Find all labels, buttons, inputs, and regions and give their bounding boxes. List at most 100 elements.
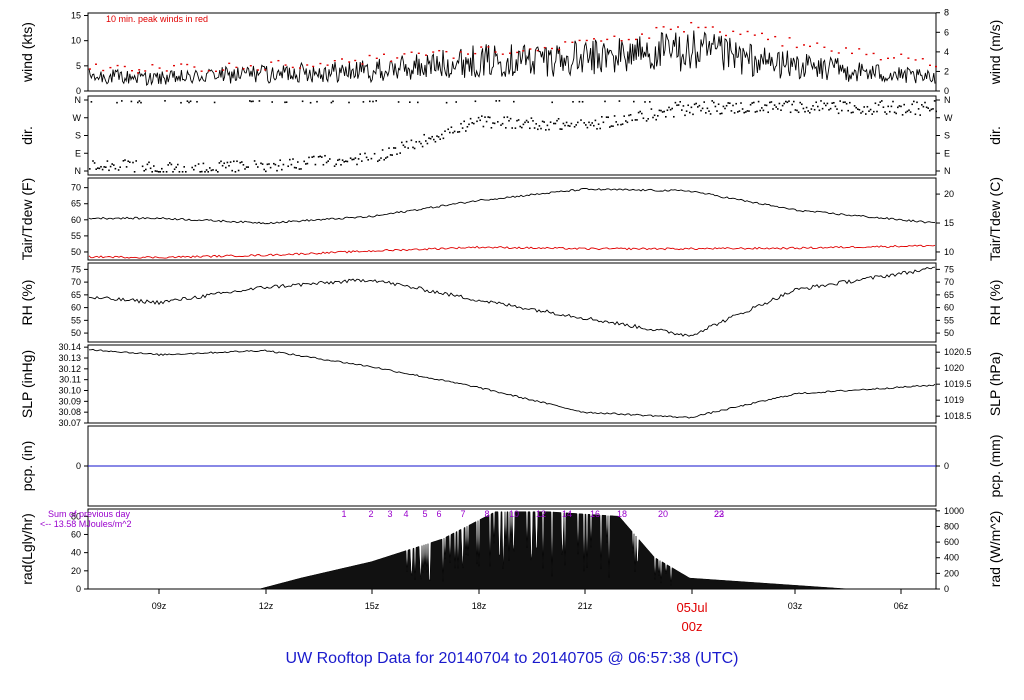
y-axis-label: pcp. (in) (19, 441, 35, 492)
rad-hour-label: 3 (387, 509, 392, 519)
dir-point (301, 100, 304, 103)
wind-peak-point (935, 65, 937, 68)
dir-point (605, 116, 608, 118)
dir-point (519, 125, 521, 128)
wind-peak-point (222, 69, 225, 71)
dir-point (405, 140, 408, 143)
wind-peak-point (823, 46, 826, 48)
dir-point (311, 156, 313, 158)
dir-point (884, 111, 886, 113)
ytick-right-label: 1020 (944, 363, 964, 373)
dir-point (341, 159, 344, 161)
wind-peak-point (403, 53, 406, 55)
dir-point (353, 158, 355, 161)
dir-point (146, 163, 149, 166)
dir-point (183, 166, 185, 168)
dir-point (215, 169, 217, 172)
dir-point (346, 160, 349, 163)
rad-hour-label: 5 (422, 509, 427, 519)
dir-point (559, 128, 561, 130)
dir-point (781, 104, 784, 107)
dir-point (249, 100, 251, 102)
dir-point (300, 168, 302, 170)
dir-point (685, 110, 688, 112)
wind-peak-point (564, 41, 567, 43)
y-axis-label: Tair/Tdew (F) (19, 178, 35, 260)
wind-peak-point (887, 57, 889, 60)
dir-point (577, 121, 579, 124)
dir-point (761, 107, 763, 109)
dir-point (223, 162, 225, 165)
dir-point (165, 171, 168, 173)
dir-point (345, 160, 347, 163)
dir-point (257, 166, 259, 168)
dir-point (666, 109, 669, 112)
wind-peak-point (326, 64, 329, 66)
dir-point (772, 108, 774, 110)
dir-point (562, 122, 565, 125)
panel-1: 0 5 10 15 0 2 4 6 8 wind (kts) wind (m/s) 10 min. p… (19, 8, 1003, 96)
dir-point (233, 160, 235, 163)
dir-point (935, 110, 937, 113)
dir-point (289, 158, 291, 161)
dir-point (124, 159, 126, 161)
dir-point (849, 101, 851, 104)
dir-point (799, 101, 801, 104)
ytick-right-label: 2 (944, 66, 949, 76)
dir-point (332, 100, 334, 103)
y-axis-label-right: rad (W/m^2) (987, 511, 1003, 588)
wind-peak-point (284, 64, 287, 66)
rad-hour-label: 12 (536, 509, 546, 519)
wind-peak-point (480, 46, 483, 48)
panel-5: 30.0730.0830.0930.1030.1130.1230.1330.14… (19, 342, 1003, 428)
dir-point (757, 100, 760, 103)
dir-point (847, 109, 849, 112)
dir-point (749, 103, 752, 106)
slp-line (89, 348, 936, 419)
ytick-label: 30.11 (59, 375, 81, 385)
dir-point (298, 168, 301, 170)
dir-point (337, 159, 339, 162)
ytick-label: W (73, 113, 82, 123)
wind-peak-point (333, 59, 336, 62)
dir-point (602, 121, 605, 124)
dir-point (381, 149, 384, 151)
dir-point (601, 116, 603, 118)
dir-point (572, 100, 574, 103)
dir-point (815, 101, 817, 104)
dir-point (511, 127, 513, 129)
dir-point (93, 162, 96, 164)
dir-point (135, 160, 137, 162)
dir-point (423, 133, 425, 136)
dir-point (245, 166, 248, 168)
wind-peak-point (753, 34, 756, 36)
dir-point (561, 128, 563, 130)
rh-line (88, 266, 936, 337)
dir-point (743, 111, 745, 114)
rad-hour-label: 18 (617, 509, 627, 519)
dir-point (684, 114, 686, 117)
wind-peak-point (816, 42, 819, 44)
xtick-label: 15z (365, 601, 380, 611)
dir-point (389, 154, 392, 156)
dir-point (868, 110, 870, 112)
radiation-area (88, 511, 936, 590)
dir-point (698, 104, 701, 107)
ytick-label: 20 (71, 566, 81, 576)
dir-point (321, 156, 323, 158)
wind-peak-point (655, 26, 658, 29)
dir-point (397, 101, 400, 103)
wind-peak-point (865, 53, 868, 56)
dir-point (725, 104, 728, 107)
dir-point (218, 162, 221, 164)
dir-point (169, 162, 171, 164)
ytick-right-label: N (944, 166, 951, 176)
y-axis-label: RH (%) (19, 280, 35, 326)
wind-peak-point (893, 57, 895, 59)
wind-peak-point (501, 53, 504, 55)
dir-point (481, 115, 483, 117)
dir-point (597, 123, 600, 126)
wind-peak-point (704, 26, 707, 29)
ytick-right-label: S (944, 131, 950, 141)
dir-point (199, 171, 201, 173)
